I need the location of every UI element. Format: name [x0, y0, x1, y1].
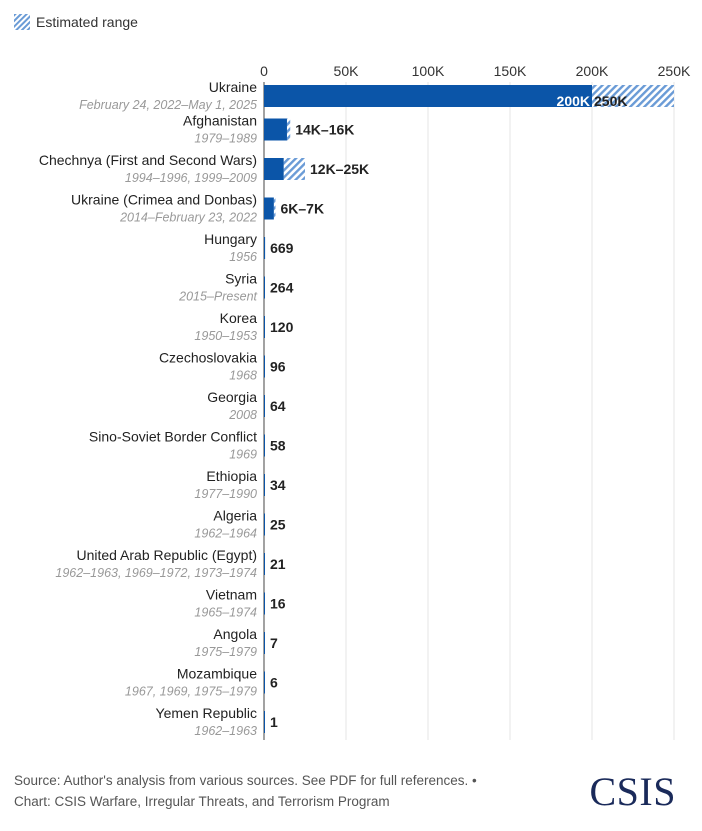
category-name: Ukraine (Crimea and Donbas) — [71, 192, 257, 208]
value-label: 6K–7K — [280, 201, 324, 217]
value-bar — [264, 592, 265, 615]
category-name: Ukraine — [209, 79, 257, 95]
value-bar — [264, 85, 592, 107]
estimated-range-swatch — [14, 14, 30, 30]
category-period: 2014–February 23, 2022 — [119, 211, 257, 225]
x-tick-label: 100K — [412, 63, 445, 79]
value-bar — [264, 711, 265, 733]
category-name: Yemen Republic — [156, 705, 257, 721]
value-label: 669 — [270, 240, 294, 256]
value-label: 25 — [270, 517, 286, 533]
category-period: 1969 — [229, 448, 257, 462]
value-label: 6 — [270, 675, 278, 691]
value-bar — [264, 632, 265, 654]
legend-label: Estimated range — [36, 14, 138, 30]
value-bar — [264, 158, 284, 180]
category-labels: Ukraine February 24, 2022–May 1, 2025 200K… — [39, 79, 628, 738]
category-name: Angola — [213, 626, 257, 642]
category-period: 1968 — [229, 369, 257, 383]
value-bar — [264, 316, 265, 338]
value-bar — [264, 671, 265, 694]
category-name: Mozambique — [177, 666, 257, 682]
chart-credit-line: Chart: CSIS Warfare, Irregular Threats, … — [14, 794, 390, 809]
value-label: 1 — [270, 714, 278, 730]
estimated-range-bar — [286, 118, 291, 141]
source-line: Source: Author's analysis from various s… — [14, 773, 477, 788]
category-name: Sino-Soviet Border Conflict — [89, 429, 257, 445]
x-tick-label: 50K — [334, 63, 360, 79]
value-label: 64 — [270, 398, 286, 414]
value-label: 58 — [270, 438, 286, 454]
value-label: 16 — [270, 596, 286, 612]
category-period: 1962–1963, 1969–1972, 1973–1974 — [55, 566, 257, 580]
csis-logo: CSIS — [589, 769, 676, 814]
source-note: Source: Author's analysis from various s… — [14, 770, 477, 812]
estimated-range-bar — [273, 197, 276, 220]
category-name: Georgia — [207, 389, 257, 405]
value-label: 34 — [270, 477, 286, 493]
value-bar — [264, 513, 265, 536]
category-name: Ethiopia — [206, 468, 257, 484]
value-label: 14K–16K — [295, 122, 354, 138]
category-period: 1956 — [229, 250, 257, 264]
bars — [264, 85, 674, 733]
category-name: Czechoslovakia — [159, 350, 257, 366]
x-tick-label: 250K — [658, 63, 691, 79]
value-bar — [264, 118, 287, 141]
value-bar — [264, 395, 265, 417]
legend: Estimated range — [14, 14, 138, 30]
value-label: 12K–25K — [310, 161, 369, 177]
category-period: 1965–1974 — [194, 606, 257, 620]
x-axis-ticks: 0 50K 100K 150K 200K 250K — [260, 63, 691, 79]
category-period: 1950–1953 — [194, 329, 257, 343]
category-name: Vietnam — [206, 587, 257, 603]
x-tick-label: 0 — [260, 63, 268, 79]
category-name: Afghanistan — [183, 113, 257, 129]
category-period: 1967, 1969, 1975–1979 — [125, 685, 257, 699]
category-period: 2015–Present — [178, 290, 257, 304]
value-bar — [264, 553, 265, 575]
value-bar — [264, 197, 274, 220]
category-name: Chechnya (First and Second Wars) — [39, 152, 257, 168]
estimated-range-bar — [283, 158, 305, 180]
category-period: 1979–1989 — [194, 132, 257, 146]
estimated-range-bar — [592, 85, 674, 107]
category-name: United Arab Republic (Egypt) — [76, 547, 257, 563]
value-label-low: 200K — [557, 93, 590, 109]
category-name: Hungary — [204, 231, 257, 247]
grid-lines — [263, 82, 675, 740]
category-period: 1962–1964 — [194, 527, 257, 541]
value-label: 120 — [270, 319, 294, 335]
value-label: 21 — [270, 556, 286, 572]
value-label: 264 — [270, 280, 294, 296]
category-period: February 24, 2022–May 1, 2025 — [79, 98, 257, 112]
value-label: 96 — [270, 359, 286, 375]
value-label-high: 250K — [594, 93, 627, 109]
value-label: 7 — [270, 635, 278, 651]
value-bar — [264, 276, 265, 299]
category-period: 1962–1963 — [194, 724, 257, 738]
category-name: Algeria — [213, 508, 257, 524]
category-period: 1994–1996, 1999–2009 — [125, 171, 257, 185]
value-bar — [264, 237, 266, 259]
category-name: Korea — [220, 310, 258, 326]
value-bar — [264, 434, 265, 457]
x-tick-label: 150K — [494, 63, 527, 79]
value-bar — [264, 474, 265, 496]
category-period: 1977–1990 — [194, 487, 257, 501]
value-bar — [264, 355, 265, 378]
category-name: Syria — [225, 271, 257, 287]
category-period: 1975–1979 — [194, 645, 257, 659]
x-tick-label: 200K — [576, 63, 609, 79]
category-period: 2008 — [228, 408, 257, 422]
